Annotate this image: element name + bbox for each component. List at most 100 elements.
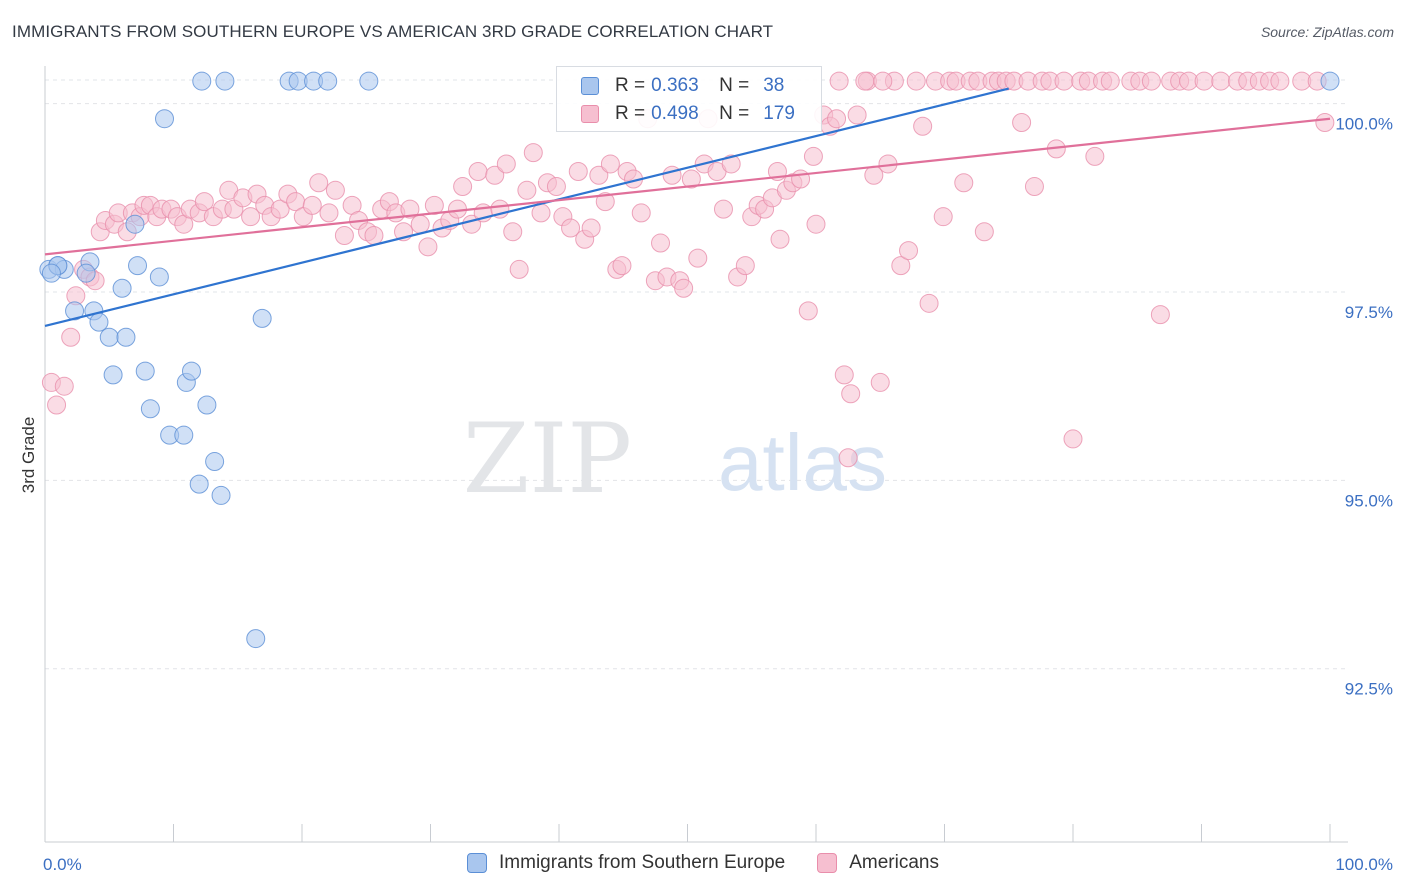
point-southern-europe [246,629,266,649]
point-southern-europe [197,395,217,415]
point-southern-europe [41,263,61,283]
point-americans [829,71,849,91]
point-southern-europe [76,263,96,283]
point-americans [954,173,974,193]
point-southern-europe [215,71,235,91]
y-tick-label: 92.5% [1345,680,1393,699]
point-americans [194,192,214,212]
point-americans [561,218,581,238]
point-americans [873,71,893,91]
legend-swatch-pink [817,853,838,873]
point-americans [581,218,601,238]
point-americans [1315,113,1335,133]
point-southern-europe [65,301,85,321]
point-americans [54,376,74,396]
point-southern-europe [252,308,272,328]
point-americans [503,222,523,242]
point-americans [721,154,741,174]
point-southern-europe [205,452,225,472]
point-americans [1150,305,1170,325]
point-southern-europe [125,214,145,234]
point-americans [600,154,620,174]
watermark: ZIP atlas [463,403,887,515]
point-americans [418,237,438,257]
point-americans [688,248,708,268]
point-americans [913,116,933,136]
point-americans [485,165,505,185]
point-southern-europe [318,71,338,91]
point-americans [1054,71,1074,91]
point-americans [806,214,826,234]
legend-n-value: 179 [763,103,795,124]
legend-label: Americans [849,852,939,873]
point-americans [612,256,632,276]
point-southern-europe [1320,71,1340,91]
point-americans [1100,71,1120,91]
y-axis-label: 3rd Grade [19,417,38,494]
legend-item-americans: Americans [817,852,939,874]
point-americans [325,180,345,200]
point-southern-europe [99,327,119,347]
point-americans [933,207,953,227]
point-southern-europe [181,361,201,381]
source-label: Source: ZipAtlas.com [1260,24,1394,40]
legend-r-value: 0.363 [651,75,699,96]
legend-n-label: N = [719,75,750,96]
point-southern-europe [112,278,132,298]
legend-label: Immigrants from Southern Europe [499,852,786,873]
point-americans [568,161,588,181]
point-americans [1063,429,1083,449]
point-americans [1012,113,1032,133]
x-tick-label: 100.0% [1335,855,1393,874]
point-americans [841,384,861,404]
point-americans [891,256,911,276]
legend-row-southern-europe: R = 0.363 N = 38 [581,73,784,99]
x-tick-label: 0.0% [43,855,82,874]
y-tick-labels: 92.5% 95.0% 97.5% 100.0% [1335,115,1393,699]
point-americans [870,372,890,392]
legend-swatch-pink [581,105,599,123]
point-americans [531,203,551,223]
point-southern-europe [89,312,109,332]
legend-swatch-blue [581,77,599,95]
legend-item-southern-europe: Immigrants from Southern Europe [467,852,785,874]
point-americans [523,143,543,163]
point-americans [1270,71,1290,91]
point-americans [400,199,420,219]
point-southern-europe [359,71,379,91]
point-americans [410,214,430,234]
watermark-zip: ZIP [463,403,632,515]
point-americans [651,233,671,253]
point-americans [589,165,609,185]
point-americans [681,169,701,189]
y-tick-label: 95.0% [1345,491,1393,510]
legend-r-value: 0.498 [651,103,699,124]
trend-lines [44,87,1331,327]
point-southern-europe [211,485,231,505]
legend-r-label: R = [615,103,646,124]
point-americans [334,226,354,246]
point-southern-europe [149,267,169,287]
point-southern-europe [140,399,160,419]
point-americans [424,195,444,215]
point-americans [919,293,939,313]
point-americans [803,146,823,166]
point-americans [827,109,847,129]
point-americans [47,395,67,415]
point-southern-europe [155,109,175,129]
legend-n-label: N = [719,103,750,124]
point-southern-europe [135,361,155,381]
point-americans [364,226,384,246]
point-americans [899,241,919,261]
point-americans [509,259,529,279]
y-tick-label: 100.0% [1335,115,1393,134]
point-americans [241,207,261,227]
legend-row-americans: R = 0.498 N = 179 [581,101,795,127]
point-americans [319,203,339,223]
point-americans [309,173,329,193]
point-americans [61,327,81,347]
point-americans [838,448,858,468]
point-americans [798,301,818,321]
y-tick-label: 97.5% [1345,303,1393,322]
